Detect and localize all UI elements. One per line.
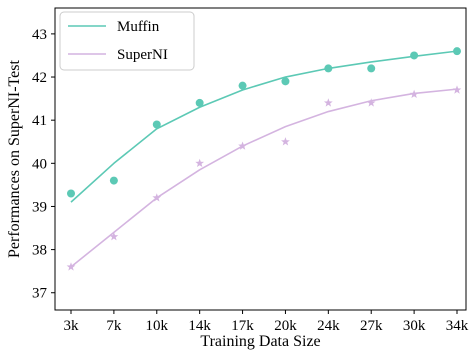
data-point-muffin [109, 176, 118, 185]
data-point-muffin [324, 64, 333, 73]
series-line-muffin [70, 50, 458, 203]
data-point-superni [238, 141, 247, 150]
x-tick-label: 3k [64, 318, 80, 334]
legend-label-muffin: Muffin [117, 19, 160, 35]
y-tick-label: 38 [32, 243, 47, 259]
y-tick-label: 40 [32, 156, 47, 172]
series-layer [66, 47, 462, 271]
x-tick-label: 17k [231, 318, 254, 334]
series-line-superni [70, 88, 458, 268]
data-point-superni [109, 232, 119, 241]
x-tick-label: 7k [106, 318, 122, 334]
y-tick-label: 41 [32, 113, 47, 129]
plot-frame [54, 7, 467, 311]
x-tick-label: 20k [274, 318, 297, 334]
y-tick-label: 37 [32, 286, 48, 302]
x-tick-label: 30k [403, 318, 426, 334]
legend-label-superni: SuperNI [117, 47, 168, 63]
data-point-muffin [410, 51, 419, 60]
data-point-muffin [195, 98, 204, 107]
data-point-muffin [238, 81, 247, 90]
x-tick-label: 24k [317, 318, 340, 334]
data-point-superni [409, 89, 419, 99]
data-point-muffin [152, 120, 161, 129]
data-point-superni [323, 98, 333, 107]
y-tick-label: 42 [32, 70, 47, 86]
data-point-muffin [453, 47, 461, 56]
data-point-superni [152, 193, 162, 202]
data-point-superni [366, 98, 376, 107]
data-point-superni [281, 137, 290, 146]
y-tick-label: 43 [32, 27, 47, 43]
data-point-muffin [281, 77, 290, 86]
y-tick-label: 39 [32, 199, 47, 215]
data-point-superni [452, 85, 462, 94]
legend: Muffin SuperNI [59, 11, 195, 71]
data-point-muffin [67, 189, 75, 198]
x-tick-label: 27k [360, 318, 383, 334]
x-axis: 3k 7k 10k 14k 17k 20k 24k 27k 30k 34k [64, 310, 469, 334]
data-point-muffin [367, 64, 376, 73]
data-point-superni [66, 262, 76, 271]
data-point-superni [195, 158, 205, 168]
x-tick-label: 10k [146, 318, 169, 334]
x-tick-label: 14k [188, 318, 211, 334]
x-tick-label: 34k [446, 318, 469, 334]
y-axis-label: Performances on SuperNI-Test [6, 59, 23, 257]
y-axis: 37 38 39 40 41 42 43 [32, 27, 55, 302]
x-axis-label: Training Data Size [200, 333, 320, 350]
